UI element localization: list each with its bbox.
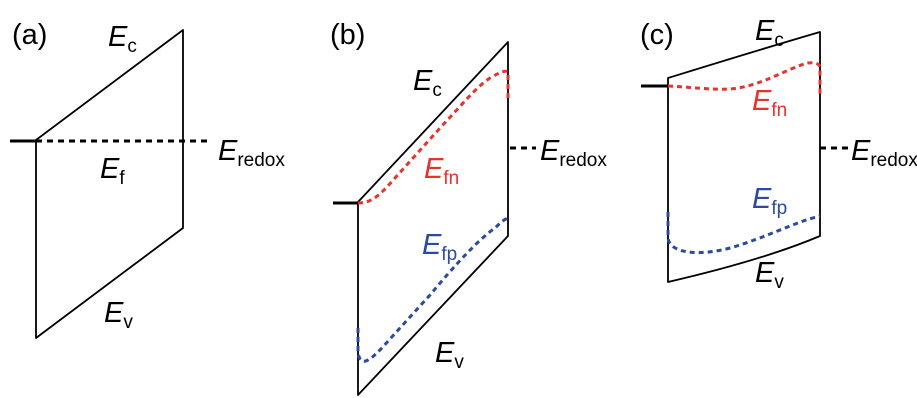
panel-c-efn-main: E: [752, 85, 772, 117]
panel-c-efp-label: Efp: [752, 183, 787, 219]
panel-c-efn-label: Efn: [752, 85, 787, 121]
panel-c-ec-main: E: [755, 15, 775, 47]
panel-b-eredox-main: E: [540, 135, 560, 167]
panel-a-ev-sub: v: [123, 312, 133, 333]
panel-b-efn-sub: fn: [443, 168, 459, 189]
panel-a-eredox-sub: redox: [237, 150, 285, 171]
panel-a-eredox-label: Eredox: [218, 135, 285, 171]
panel-b-efp-main: E: [422, 229, 442, 261]
panel-c-eredox-sub: redox: [870, 150, 917, 171]
panel-c-ec-label: Ec: [755, 15, 784, 51]
panel-a-ef-label: Ef: [100, 153, 125, 189]
panel-a-ec-sub: c: [127, 36, 137, 57]
panel-b-efn-main: E: [424, 153, 444, 185]
panel-b-ev-label: Ev: [435, 337, 464, 373]
panel-b-ec-label: Ec: [413, 65, 442, 101]
panel-b-efn-label: Efn: [424, 153, 459, 189]
panel-b-efp-curve: [356, 216, 509, 363]
panel-a-ev-label: Ev: [104, 297, 133, 333]
panel-c-efn-curve: [667, 61, 822, 96]
panel-a-ec-main: E: [108, 21, 128, 53]
panel-b-label: (b): [330, 19, 365, 51]
panel-c-eredox-label: Eredox: [851, 135, 917, 171]
panel-a: (a) Ec Ef Eredox Ev: [10, 19, 285, 339]
panel-b-ev-sub: v: [454, 352, 464, 373]
panel-c: (c) Ec Efn Eredox Efp Ev: [640, 15, 917, 293]
panel-b-efp-sub: fp: [441, 244, 457, 265]
panel-c-ev-sub: v: [774, 272, 784, 293]
panel-b-efp-label: Efp: [422, 229, 457, 265]
panel-a-ec-label: Ec: [108, 21, 137, 57]
panel-c-eredox-main: E: [851, 135, 871, 167]
panel-b-ev-main: E: [435, 337, 455, 369]
panel-c-ev-main: E: [755, 257, 775, 289]
panel-c-label: (c): [640, 19, 674, 51]
panel-b-ec-main: E: [413, 65, 433, 97]
panel-b-ec-sub: c: [432, 80, 442, 101]
panel-a-ev-main: E: [104, 297, 124, 329]
panel-c-efp-main: E: [752, 183, 772, 215]
panel-b-efn-curve: [357, 69, 510, 205]
panel-c-ec-sub: c: [774, 30, 784, 51]
panel-c-ev-label: Ev: [755, 257, 784, 293]
panel-a-ef-main: E: [100, 153, 120, 185]
panel-a-eredox-main: E: [218, 135, 238, 167]
panel-b: (b) Ec Efn Eredox Efp Ev: [330, 19, 607, 396]
panel-a-ef-sub: f: [119, 168, 125, 189]
panel-a-label: (a): [12, 19, 47, 51]
panel-c-efp-sub: fp: [771, 198, 787, 219]
panel-c-band-frame: [667, 31, 821, 283]
panel-a-band-frame: [35, 29, 184, 339]
panel-b-eredox-label: Eredox: [540, 135, 607, 171]
panel-c-efp-curve: [666, 212, 821, 255]
panel-b-eredox-sub: redox: [559, 150, 607, 171]
panel-c-efn-sub: fn: [771, 100, 787, 121]
